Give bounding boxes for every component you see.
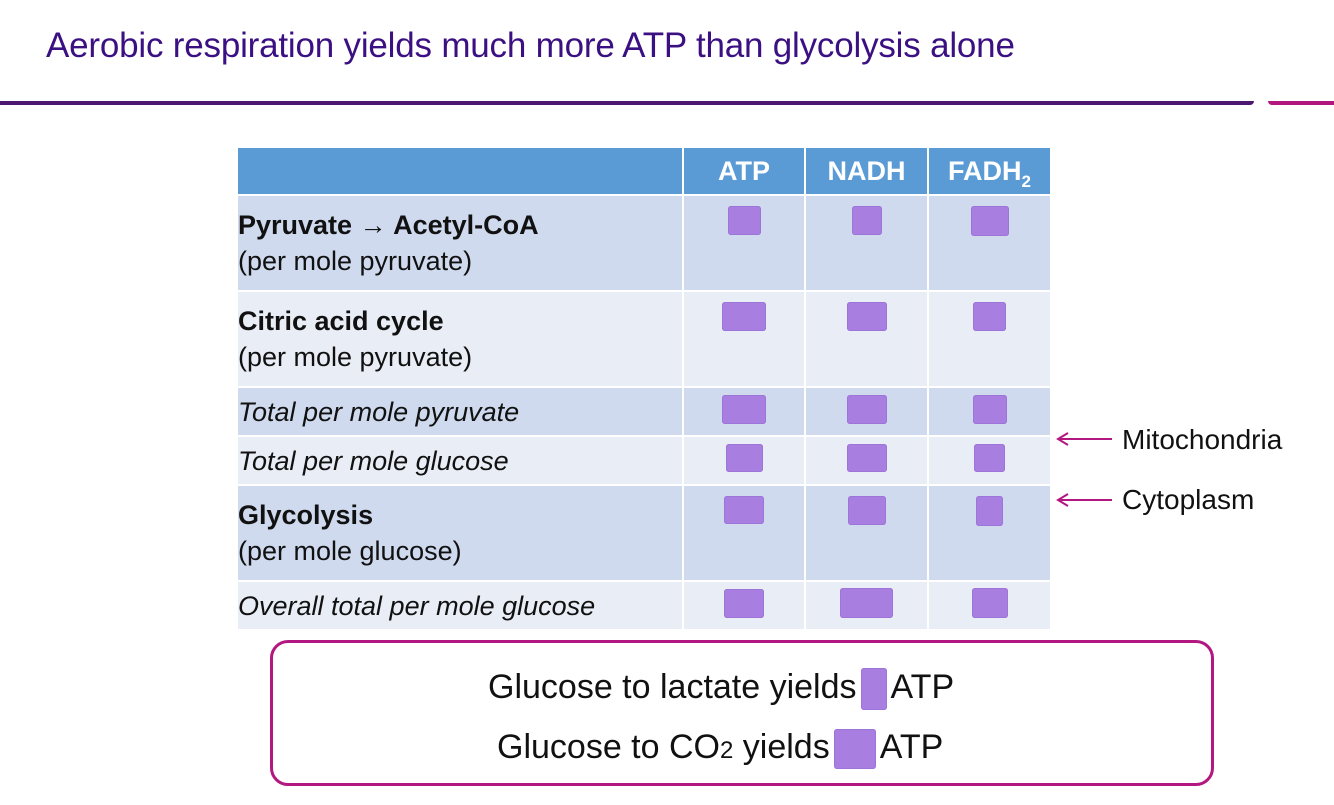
redacted-value (724, 588, 764, 618)
title-underline-accent (1268, 101, 1334, 105)
row-label: Citric acid cycle (per mole pyruvate) (238, 291, 684, 388)
slide-title: Aerobic respiration yields much more ATP… (46, 26, 1015, 65)
redacted-value (971, 588, 1008, 618)
redacted-value (846, 394, 887, 424)
redacted-value (973, 302, 1006, 331)
redacted-value (833, 729, 876, 769)
redacted-value (860, 668, 887, 710)
table-row: Pyruvate → Acetyl-CoA (per mole pyruvate… (238, 195, 1050, 292)
redacted-value (847, 496, 886, 525)
title-underline (0, 101, 1254, 105)
row-label: Overall total per mole glucose (238, 581, 684, 631)
header-blank (238, 148, 684, 196)
redacted-value (846, 444, 887, 472)
header-nadh: NADH (805, 148, 929, 196)
redacted-value (972, 394, 1007, 424)
table-row: Overall total per mole glucose (238, 581, 1050, 631)
redacted-value (974, 444, 1005, 472)
row-label: Pyruvate → Acetyl-CoA (per mole pyruvate… (238, 195, 684, 292)
redacted-value (840, 588, 893, 618)
redacted-value (846, 302, 887, 331)
redacted-value (727, 206, 761, 235)
row-label: Total per mole glucose (238, 436, 684, 486)
cytoplasm-label: Cytoplasm (1122, 484, 1255, 515)
summary-co2-line: Glucose to CO2 yields ATP (497, 729, 943, 769)
row-label: Total per mole pyruvate (238, 387, 684, 437)
redacted-value (725, 444, 763, 472)
mitochondria-label: Mitochondria (1122, 424, 1283, 455)
table-row: Citric acid cycle (per mole pyruvate) (238, 291, 1050, 388)
cytoplasm-arrow-icon (1056, 493, 1112, 507)
redacted-value (970, 206, 1009, 236)
summary-lactate-line: Glucose to lactate yields ATP (488, 668, 954, 710)
row-label: Glycolysis (per mole glucose) (238, 485, 684, 582)
header-atp: ATP (683, 148, 806, 196)
table-row: Glycolysis (per mole glucose) (238, 485, 1050, 582)
redacted-value (851, 206, 882, 235)
header-fadh2: FADH2 (928, 148, 1050, 196)
redacted-value (722, 302, 766, 331)
table-row: Total per mole glucose (238, 436, 1050, 486)
redacted-value (722, 394, 766, 424)
yield-table: ATP NADH FADH2 Pyruvate → Acetyl-CoA (pe… (238, 148, 1050, 631)
summary-box (270, 640, 1214, 786)
mitochondria-arrow-icon (1056, 432, 1112, 446)
redacted-value (724, 496, 764, 524)
table-row: Total per mole pyruvate (238, 387, 1050, 437)
redacted-value (976, 496, 1003, 526)
